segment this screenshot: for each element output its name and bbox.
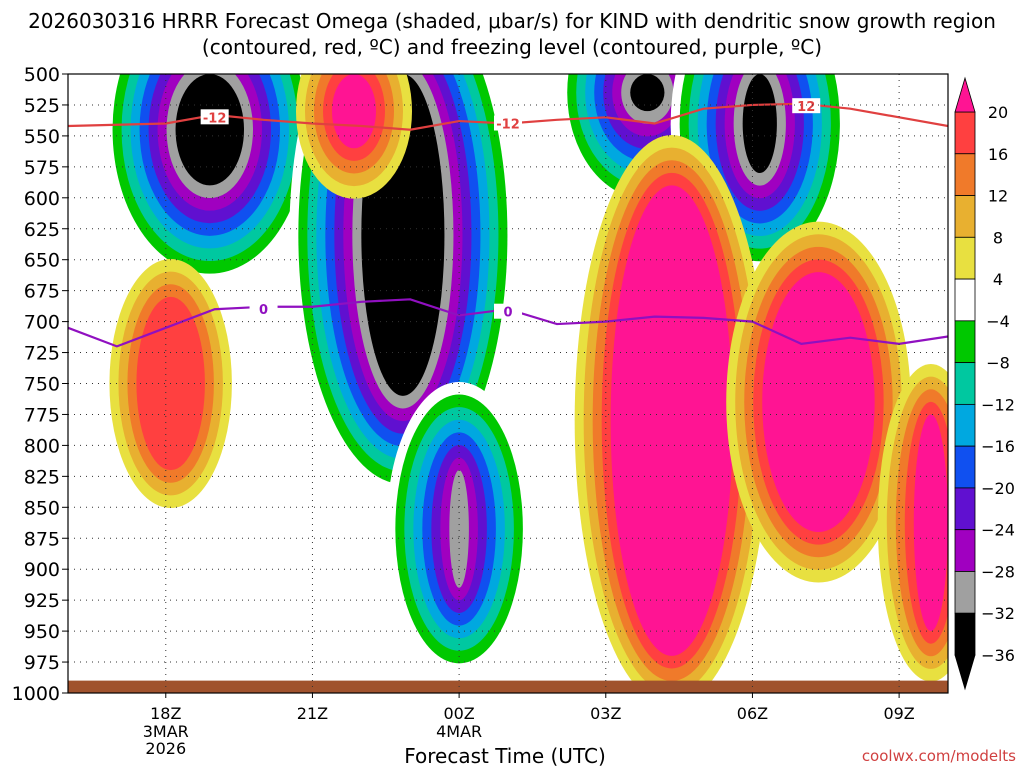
colorbar-box-5	[954, 320, 976, 364]
y-tick-label-775: 775	[24, 404, 60, 426]
colorbar-label-13: −36	[981, 646, 1015, 665]
colorbar-label-0: 20	[988, 103, 1008, 122]
contour-label-bg-0	[200, 109, 229, 125]
y-tick-label-825: 825	[24, 466, 60, 488]
colorbar-box-7	[954, 403, 976, 447]
colorbar-box-10	[954, 529, 976, 572]
colorbar-box-0	[954, 111, 976, 155]
y-tick-label-700: 700	[24, 312, 60, 334]
y-tick-label-800: 800	[24, 435, 60, 457]
x-tick-label-3: 03Z	[590, 704, 621, 723]
omega-feature-4-level-m32	[449, 470, 469, 588]
colorbar-label-9: −20	[981, 479, 1015, 498]
colorbar-box-8	[954, 445, 976, 489]
x-tick-label-2: 00Z	[443, 704, 474, 723]
y-tick-label-850: 850	[24, 497, 60, 519]
contour-label-bg-2	[792, 98, 821, 114]
colorbar-label-11: −28	[981, 562, 1015, 581]
colorbar-label-10: −24	[981, 521, 1015, 540]
colorbar-top-arrow	[954, 76, 976, 113]
x-tick-sub-0-0: 3MAR	[143, 722, 189, 741]
y-tick-label-900: 900	[24, 559, 60, 581]
ground-bar	[68, 680, 948, 693]
colorbar-label-7: −12	[981, 395, 1015, 414]
contour-label-bg-1	[494, 115, 522, 131]
omega-feature-8-level-20	[913, 414, 948, 632]
x-tick-label-1: 21Z	[297, 704, 328, 723]
x-tick-label-4: 06Z	[737, 704, 768, 723]
y-tick-label-600: 600	[24, 188, 60, 210]
omega-feature-0-level-m36	[175, 74, 244, 186]
plot-area: -12 -12 12 0 0	[68, 74, 948, 693]
colorbar-bottom-arrow	[954, 654, 976, 691]
y-tick-label-550: 550	[24, 126, 60, 148]
y-tick-label-525: 525	[24, 95, 60, 117]
colorbar-label-12: −32	[981, 604, 1015, 623]
y-tick-label-875: 875	[24, 528, 60, 550]
contour-label-0: -12	[203, 111, 227, 126]
omega-feature-5-level-20	[610, 185, 733, 656]
omega-feature-6-level-20	[762, 272, 875, 533]
colorbar-box-2	[954, 195, 976, 238]
y-tick-label-975: 975	[24, 652, 60, 674]
x-axis-label: Forecast Time (UTC)	[404, 744, 606, 768]
omega-feature-7-level-20	[332, 74, 376, 149]
y-axis: 500 525 550 575 600 625 650 675 700 725 750 775 800 8…	[12, 64, 68, 705]
colorbar-label-5: −4	[986, 312, 1010, 331]
x-tick-sub-0-1: 2026	[145, 739, 186, 758]
colorbar-box-3	[954, 236, 976, 280]
colorbar-box-4	[954, 278, 976, 322]
colorbar-label-2: 12	[988, 187, 1008, 206]
y-tick-label-725: 725	[24, 343, 60, 365]
omega-feature-3-level-m36	[742, 74, 777, 174]
colorbar-box-9	[954, 487, 976, 531]
colorbar-label-3: 8	[993, 228, 1003, 247]
colorbar-label-4: 4	[993, 270, 1003, 289]
contour-label-bg-4	[494, 303, 522, 319]
contour-label-1: -12	[496, 118, 520, 133]
y-tick-label-500: 500	[24, 64, 60, 86]
contour-label-3: 0	[259, 303, 268, 318]
y-tick-label-750: 750	[24, 374, 60, 396]
x-tick-label-5: 09Z	[883, 704, 914, 723]
x-tick-sub-2-0: 4MAR	[436, 722, 482, 741]
contour-label-4: 0	[503, 306, 512, 321]
y-tick-label-625: 625	[24, 219, 60, 241]
contour-label-2: 12	[797, 100, 815, 115]
credit-text: coolwx.com/modelts	[861, 747, 1016, 765]
contour-label-bg-3	[249, 301, 278, 317]
y-tick-label-650: 650	[24, 250, 60, 272]
x-tick-label-0: 18Z	[150, 704, 181, 723]
chart-title: 2026030316 HRRR Forecast Omega (shaded, …	[28, 9, 996, 59]
colorbar: 20 16 12 8 4 −4 −8 −12 −16 −20 −24 −28 −32 −36	[954, 76, 1015, 691]
y-tick-label-1000: 1000	[12, 683, 60, 705]
y-tick-label-925: 925	[24, 590, 60, 612]
colorbar-box-6	[954, 362, 976, 405]
colorbar-label-6: −8	[986, 354, 1010, 373]
y-tick-label-675: 675	[24, 281, 60, 303]
y-tick-label-950: 950	[24, 621, 60, 643]
y-tick-label-575: 575	[24, 157, 60, 179]
colorbar-box-1	[954, 153, 976, 196]
colorbar-box-12	[954, 612, 976, 656]
omega-feature-2-level-m36	[630, 74, 665, 112]
colorbar-label-1: 16	[988, 145, 1008, 164]
colorbar-label-8: −16	[981, 437, 1015, 456]
colorbar-box-11	[954, 571, 976, 614]
